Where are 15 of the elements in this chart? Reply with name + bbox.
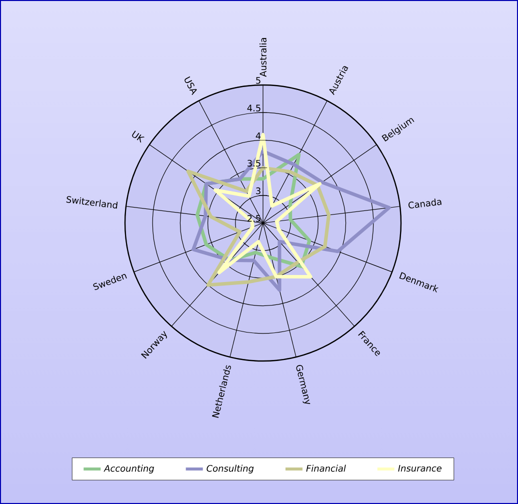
spoke-label: Australia — [260, 38, 266, 77]
spoke-label: Switzerland — [66, 196, 118, 209]
y-tick-label: 4.5 — [247, 104, 260, 112]
y-tick-label: 5 — [256, 77, 260, 84]
spoke-label: Canada — [408, 198, 442, 208]
y-tick-label: 4 — [256, 132, 261, 139]
spoke-label: USA — [184, 76, 197, 96]
y-tick-label: 3 — [256, 187, 260, 194]
legend-label: Consulting — [206, 464, 254, 474]
spoke-label: UK — [132, 130, 145, 143]
spoke-label: Germany — [296, 364, 310, 404]
y-tick-label: 3.5 — [248, 160, 260, 167]
legend-label: Financial — [306, 464, 346, 472]
legend-label: Insurance — [398, 464, 442, 472]
legend-label: Accounting — [104, 464, 154, 474]
